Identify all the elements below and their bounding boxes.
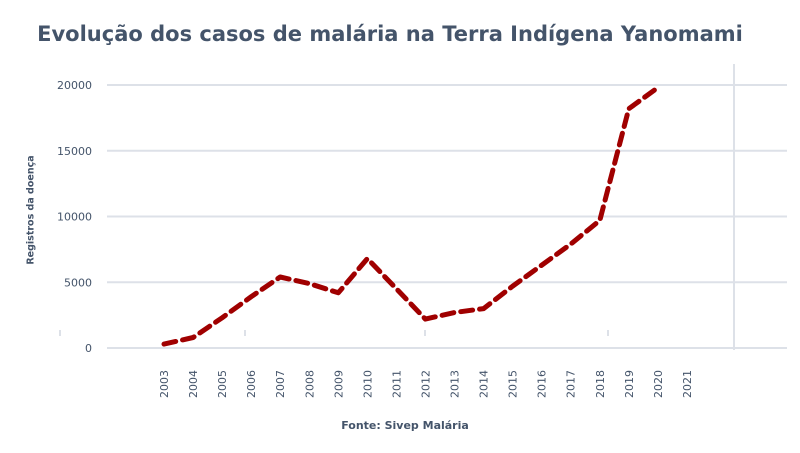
x-tick-label: 2008 [303,370,316,398]
x-tick-label: 2018 [594,370,607,398]
y-tick-label: 0 [85,342,92,355]
x-tick-label: 2019 [623,370,636,398]
y-tick-label: 5000 [64,276,92,289]
source-note: Fonte: Sivep Malária [341,419,469,432]
x-tick-label: 2016 [536,370,549,398]
x-tick-label: 2003 [158,370,171,398]
y-tick-label: 20000 [57,79,92,92]
chart-title: Evolução dos casos de malária na Terra I… [37,22,743,46]
x-tick-label: 2014 [478,370,491,398]
x-tick-label: 2010 [361,370,374,398]
x-tick-label: 2017 [565,370,578,398]
x-tick-label: 2012 [419,370,432,398]
x-tick-label: 2005 [216,370,229,398]
y-tick-label: 15000 [57,145,92,158]
x-tick-label: 2009 [332,370,345,398]
x-tick-label: 2015 [507,370,520,398]
x-tick-label: 2013 [449,370,462,398]
y-tick-label: 10000 [57,211,92,224]
series-line [161,85,661,347]
x-tick-label: 2011 [390,370,403,398]
x-tick-label: 2020 [652,370,665,398]
x-tick-label: 2006 [245,370,258,398]
x-tick-label: 2004 [187,370,200,398]
x-tick-label: 2007 [274,370,287,398]
x-tick-label: 2021 [681,370,694,398]
